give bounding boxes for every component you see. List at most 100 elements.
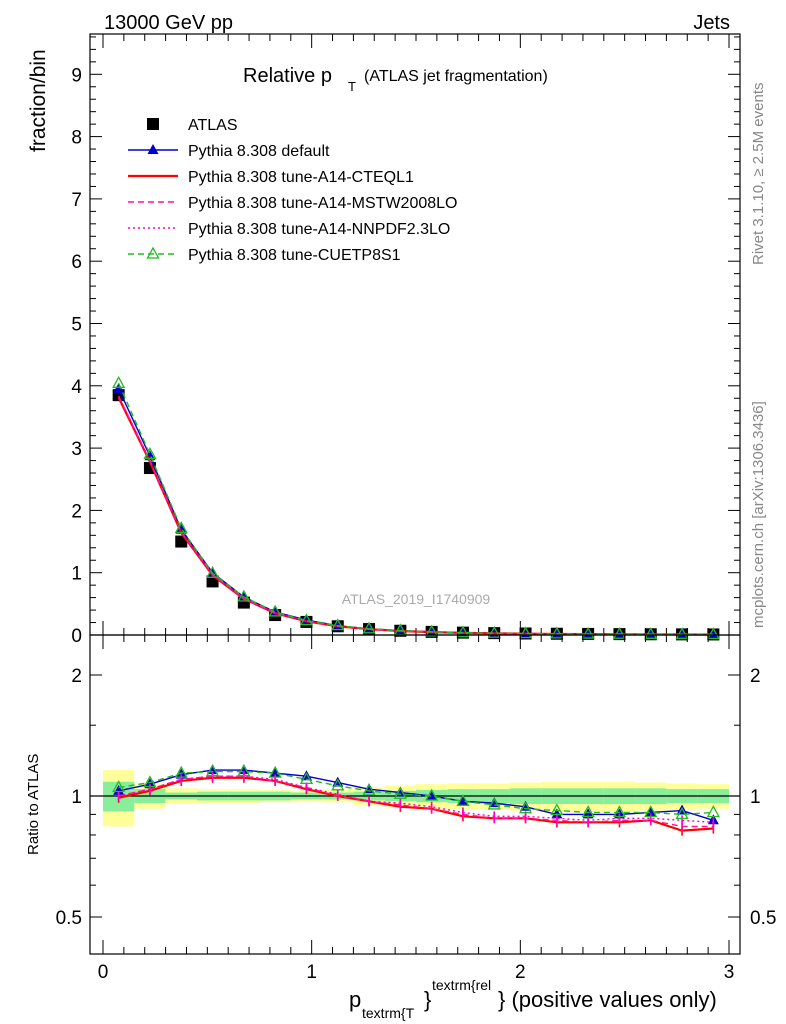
main-point-pythia-8-308-tune-cuetp8s1 (268, 604, 282, 617)
main-point-pythia-8-308-tune-cuetp8s1 (706, 627, 720, 640)
main-point-pythia-8-308-tune-cuetp8s1 (237, 589, 251, 602)
ratio-point-pythia-8-308-tune-cuetp8s1 (112, 780, 126, 793)
main-y-tick-label: 7 (71, 190, 82, 211)
x-tick-label: 2 (515, 962, 526, 983)
legend-label-pythia-8-308-tune-a14-nnpdf2-3lo: Pythia 8.308 tune-A14-NNPDF2.3LO (188, 221, 450, 238)
x-label-tail: } (positive values only) (498, 987, 717, 1012)
main-point-pythia-8-308-tune-cuetp8s1 (518, 626, 533, 639)
legend-label-atlas: ATLAS (188, 117, 238, 134)
x-axis-label: p textrm{T } textrm{rel } (positive valu… (349, 977, 717, 1021)
ratio-y-tick-label-right: 2 (750, 666, 761, 687)
x-label-subscript: textrm{T (362, 1005, 415, 1021)
legend-label-pythia-8-308-tune-cuetp8s1: Pythia 8.308 tune-CUETP8S1 (188, 247, 401, 264)
ratio-y-tick-label-right: 1 (750, 787, 761, 808)
main-plot-panel: 0 1 2 3 4 5 6 7 8 9 (71, 33, 741, 647)
main-point-pythia-8-308-tune-cuetp8s1 (143, 446, 157, 459)
ratio-point-pythia-8-308-tune-cuetp8s1 (268, 765, 282, 778)
legend-marker-atlas (147, 118, 159, 130)
main-point-pythia-8-308-tune-cuetp8s1 (174, 521, 188, 534)
main-point-pythia-8-308-tune-cuetp8s1 (487, 625, 501, 638)
main-point-pythia-8-308-tune-cuetp8s1 (331, 618, 345, 631)
analysis-watermark: ATLAS_2019_I1740909 (342, 591, 491, 607)
rivet-version-text: Rivet 3.1.10, ≥ 2.5M events (750, 83, 767, 266)
main-y-tick-label: 4 (71, 377, 82, 398)
legend: ATLAS Pythia 8.308 default Pythia 8.308 tu… (128, 117, 457, 264)
ratio-y-tick-label: 2 (71, 666, 82, 687)
ratio-point-pythia-8-308-tune-cuetp8s1 (550, 803, 564, 816)
legend-label-pythia-8-308-tune-a14-mstw2008lo: Pythia 8.308 tune-A14-MSTW2008LO (188, 195, 457, 212)
ratio-point-pythia-8-308-tune-cuetp8s1 (393, 786, 407, 799)
main-y-tick-label: 2 (71, 501, 82, 522)
main-point-pythia-8-308-tune-cuetp8s1 (675, 627, 689, 640)
legend-marker-pythia-8-308-default (147, 144, 159, 154)
ratio-point-pythia-8-308-default (113, 784, 125, 795)
ratio-point-pythia-8-308-tune-cuetp8s1 (205, 764, 220, 777)
main-y-axis-label: fraction/bin (27, 49, 50, 152)
main-y-tick-label: 3 (71, 439, 82, 460)
header-category: Jets (693, 12, 730, 34)
main-point-pythia-8-308-tune-cuetp8s1 (550, 626, 564, 639)
ratio-point-pythia-8-308-default (457, 795, 469, 806)
ratio-point-pythia-8-308-tune-cuetp8s1 (299, 772, 314, 785)
ratio-point-pythia-8-308-tune-cuetp8s1 (143, 775, 157, 788)
main-point-pythia-8-308-tune-cuetp8s1 (456, 625, 470, 638)
main-y-tick-label: 1 (71, 564, 82, 585)
ratio-point-pythia-8-308-tune-cuetp8s1 (706, 805, 720, 818)
header-energy: 13000 GeV pp (104, 12, 233, 34)
main-point-pythia-8-308-tune-cuetp8s1 (581, 626, 595, 639)
legend-label-pythia-8-308-default: Pythia 8.308 default (188, 143, 330, 160)
x-label-main: p (349, 987, 361, 1012)
main-point-pythia-8-308-tune-cuetp8s1 (112, 375, 126, 388)
ratio-point-pythia-8-308-tune-cuetp8s1 (675, 807, 689, 820)
ratio-point-pythia-8-308-tune-cuetp8s1 (237, 764, 251, 777)
title-subscript: T (348, 79, 356, 94)
main-series-line-pythia-8-308-tune-a14-cteql1 (117, 397, 714, 636)
main-y-tick-label: 8 (71, 128, 82, 149)
ratio-plot-panel: 0.5 0.5 1 1 2 2 0 1 2 3 (56, 634, 776, 983)
ratio-y-tick-label: 0.5 (56, 908, 82, 929)
ratio-point-pythia-8-308-tune-cuetp8s1 (174, 765, 188, 778)
ratio-point-pythia-8-308-default (645, 806, 657, 817)
x-label-close: } (424, 987, 431, 1012)
ratio-series-line-pythia-8-308-default (118, 769, 714, 821)
title-note: (ATLAS jet fragmentation) (364, 68, 548, 85)
title-main: Relative p (243, 65, 332, 87)
plot-title: Relative p T (ATLAS jet fragmentation) (243, 65, 548, 94)
ratio-point-pythia-8-308-tune-cuetp8s1 (331, 778, 345, 791)
ratio-point-pythia-8-308-default (426, 790, 438, 800)
ratio-point-pythia-8-308-tune-cuetp8s1 (518, 801, 533, 814)
main-point-pythia-8-308-tune-cuetp8s1 (205, 565, 220, 578)
main-y-tick-label: 9 (71, 65, 82, 86)
ratio-point-pythia-8-308-tune-cuetp8s1 (362, 783, 376, 796)
ratio-point-pythia-8-308-tune-cuetp8s1 (456, 793, 470, 806)
main-point-pythia-8-308-tune-cuetp8s1 (425, 624, 439, 637)
x-label-superscript: textrm{rel (432, 977, 491, 993)
ratio-point-pythia-8-308-tune-cuetp8s1 (581, 805, 595, 818)
ratio-y-tick-label-right: 0.5 (750, 908, 776, 929)
main-point-pythia-8-308-tune-cuetp8s1 (362, 621, 376, 634)
main-point-pythia-8-308-tune-cuetp8s1 (299, 613, 314, 626)
x-tick-label: 3 (724, 962, 735, 983)
legend-marker-pythia-8-308-tune-cuetp8s1 (146, 246, 160, 259)
ratio-y-tick-label: 1 (71, 787, 82, 808)
main-y-tick-label: 0 (71, 626, 82, 647)
ratio-point-pythia-8-308-default (269, 767, 281, 778)
ratio-frame (89, 634, 741, 955)
ratio-y-axis-label: Ratio to ATLAS (25, 754, 42, 855)
main-y-tick-label: 6 (71, 252, 82, 273)
legend-label-pythia-8-308-tune-a14-cteql1: Pythia 8.308 tune-A14-CTEQL1 (188, 169, 414, 186)
ratio-point-pythia-8-308-tune-cuetp8s1 (644, 805, 658, 818)
ratio-point-pythia-8-308-tune-cuetp8s1 (487, 797, 501, 810)
main-point-pythia-8-308-tune-cuetp8s1 (644, 626, 658, 639)
main-y-tick-label: 5 (71, 315, 82, 336)
ratio-point-pythia-8-308-tune-cuetp8s1 (612, 805, 627, 818)
main-point-pythia-8-308-default (207, 566, 219, 577)
x-tick-label: 0 (98, 962, 109, 983)
mcplots-source-text: mcplots.cern.ch [arXiv:1306.3436] (750, 401, 767, 628)
ratio-point-pythia-8-308-tune-cuetp8s1 (425, 788, 439, 801)
x-tick-label: 1 (306, 962, 317, 983)
main-point-pythia-8-308-default (426, 625, 438, 636)
main-point-pythia-8-308-tune-cuetp8s1 (612, 626, 627, 639)
ratio-series-line-pythia-8-308-tune-a14-cteql1 (118, 776, 714, 832)
